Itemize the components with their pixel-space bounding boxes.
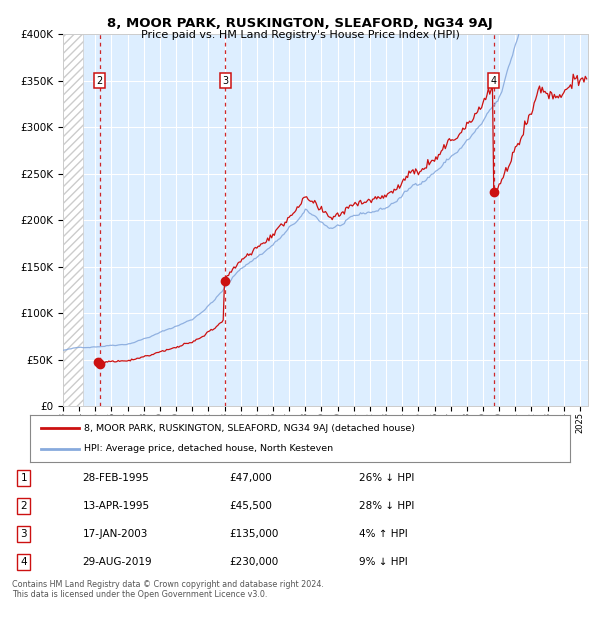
Text: 26% ↓ HPI: 26% ↓ HPI [359,473,414,483]
Text: 17-JAN-2003: 17-JAN-2003 [82,529,148,539]
Text: £135,000: £135,000 [229,529,279,539]
Text: This data is licensed under the Open Government Licence v3.0.: This data is licensed under the Open Gov… [12,590,267,599]
Text: £47,000: £47,000 [229,473,272,483]
Text: 29-AUG-2019: 29-AUG-2019 [82,557,152,567]
Text: Contains HM Land Registry data © Crown copyright and database right 2024.: Contains HM Land Registry data © Crown c… [12,580,324,589]
Text: 8, MOOR PARK, RUSKINGTON, SLEAFORD, NG34 9AJ: 8, MOOR PARK, RUSKINGTON, SLEAFORD, NG34… [107,17,493,30]
Text: 28% ↓ HPI: 28% ↓ HPI [359,501,414,512]
Text: 3: 3 [222,76,228,86]
Text: 4: 4 [20,557,27,567]
Text: 1: 1 [20,473,27,483]
Text: 2: 2 [97,76,103,86]
Text: £45,500: £45,500 [229,501,272,512]
Text: HPI: Average price, detached house, North Kesteven: HPI: Average price, detached house, Nort… [84,445,333,453]
Text: 2: 2 [20,501,27,512]
Text: 9% ↓ HPI: 9% ↓ HPI [359,557,407,567]
Text: 13-APR-1995: 13-APR-1995 [82,501,149,512]
Text: 28-FEB-1995: 28-FEB-1995 [82,473,149,483]
Text: 3: 3 [20,529,27,539]
Text: 4% ↑ HPI: 4% ↑ HPI [359,529,407,539]
Text: £230,000: £230,000 [229,557,278,567]
Bar [63,34,83,406]
Text: 4: 4 [491,76,497,86]
Text: Price paid vs. HM Land Registry's House Price Index (HPI): Price paid vs. HM Land Registry's House … [140,30,460,40]
Text: 8, MOOR PARK, RUSKINGTON, SLEAFORD, NG34 9AJ (detached house): 8, MOOR PARK, RUSKINGTON, SLEAFORD, NG34… [84,424,415,433]
